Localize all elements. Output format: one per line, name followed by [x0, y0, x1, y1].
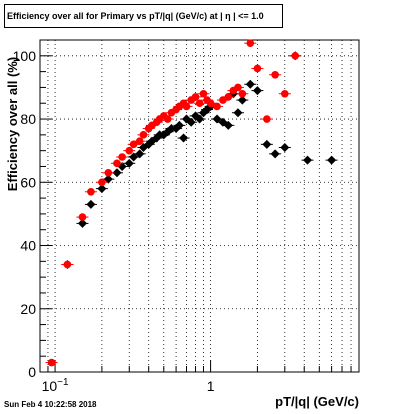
data-point: [253, 64, 262, 73]
data-point: [86, 199, 96, 209]
timestamp-footer: Sun Feb 4 10:22:58 2018: [4, 400, 97, 409]
data-point: [252, 86, 262, 96]
data-point: [129, 140, 138, 149]
x-axis-ticks: 10−1 1: [39, 360, 360, 394]
y-tick-label: 20: [20, 301, 36, 317]
data-point: [223, 120, 233, 130]
data-point: [212, 114, 222, 124]
data-point: [291, 52, 300, 60]
data-point: [245, 79, 255, 89]
data-point: [163, 115, 172, 123]
chart-title: Efficiency over all for Primary vs pT/|q…: [4, 4, 283, 28]
data-point: [238, 89, 247, 98]
data-point: [195, 99, 204, 108]
data-point: [199, 89, 208, 98]
data-point: [174, 120, 184, 130]
data-point: [129, 152, 139, 162]
data-point: [327, 155, 337, 165]
data-point: [78, 213, 87, 221]
data-point: [97, 184, 107, 194]
data-point: [171, 124, 181, 134]
y-tick-label: 80: [20, 111, 36, 127]
y-tick-label: 40: [20, 238, 36, 254]
data-point: [195, 114, 205, 124]
data-point: [191, 93, 200, 101]
plot-frame: [39, 39, 360, 373]
data-point: [246, 39, 255, 47]
data-point: [182, 102, 191, 111]
y-tick-label: 60: [20, 174, 36, 190]
data-point: [104, 169, 113, 177]
data-point: [112, 168, 122, 178]
y-tick-label: 0: [28, 364, 36, 380]
data-point: [103, 174, 113, 184]
data-point: [186, 117, 196, 127]
x-axis-title: pT/|q| (GeV/c): [275, 394, 359, 409]
data-point: [179, 133, 189, 143]
data-point: [135, 137, 144, 145]
data-point: [280, 143, 290, 153]
data-point: [262, 139, 272, 149]
grid-lines: [39, 40, 360, 373]
data-point: [206, 99, 215, 108]
data-point: [233, 108, 243, 118]
x-tick-label: 10−1: [42, 377, 69, 394]
y-tick-label: 100: [13, 48, 37, 64]
data-point: [303, 155, 313, 165]
y-axis-ticks: 0 20 40 60 80 100: [13, 39, 52, 380]
y-axis-title: Efficiency over all (%): [5, 57, 20, 191]
data-point: [118, 153, 126, 161]
data-point: [280, 89, 289, 98]
data-point: [237, 95, 247, 105]
series-black-markers: [61, 51, 338, 269]
data-point: [263, 115, 271, 123]
data-point: [224, 93, 233, 101]
data-point: [63, 260, 72, 269]
data-point: [47, 358, 56, 367]
data-point: [271, 70, 279, 79]
data-point: [98, 178, 106, 187]
data-point: [234, 83, 242, 92]
data-point: [125, 146, 134, 155]
data-point: [213, 102, 221, 111]
data-point: [87, 187, 95, 196]
data-point: [124, 158, 134, 168]
series-red-markers: [45, 39, 302, 367]
data-point: [139, 131, 148, 139]
data-point: [113, 159, 121, 168]
data-point: [77, 218, 87, 228]
data-point: [270, 149, 280, 159]
data-point: [135, 149, 145, 159]
x-tick-label: 1: [207, 378, 215, 394]
